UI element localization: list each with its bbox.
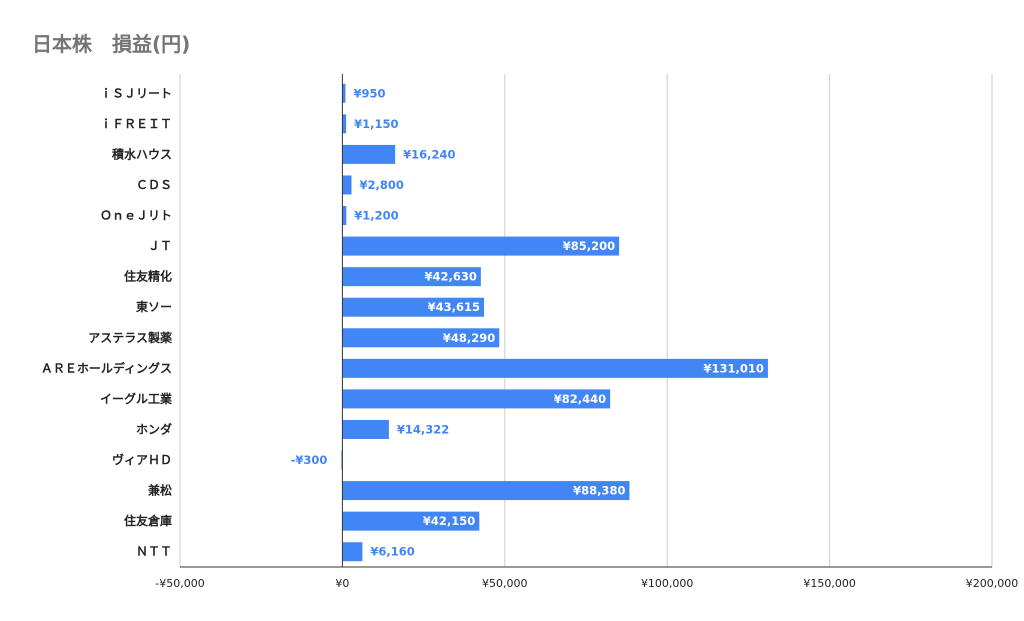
category-label: ヴィアＨＤ <box>112 452 172 467</box>
data-label: ¥1,150 <box>354 117 398 131</box>
category-label: ＡＲＥホールディングス <box>41 360 172 375</box>
bar <box>342 358 768 378</box>
category-label: ＮＴＴ <box>136 545 172 559</box>
category-label: 兼松 <box>147 483 172 498</box>
category-label: 住友精化 <box>124 269 172 284</box>
category-label: ＪＴ <box>148 239 172 253</box>
chart-title: 日本株 損益(円) <box>32 32 191 56</box>
bar <box>342 328 500 348</box>
category-label: 積水ハウス <box>111 146 172 161</box>
data-label: ¥85,200 <box>563 239 615 253</box>
category-label: ホンダ <box>136 421 172 436</box>
category-label: ＣＤＳ <box>136 178 172 192</box>
category-label: ＯｎｅＪリト <box>100 209 172 223</box>
data-label: ¥16,240 <box>403 147 455 161</box>
x-tick-label: ¥200,000 <box>966 577 1019 590</box>
bar <box>342 83 346 103</box>
data-label: ¥1,200 <box>354 209 398 223</box>
bar <box>342 114 347 134</box>
data-label: ¥14,322 <box>397 422 449 436</box>
category-label: ｉＳＪリート <box>100 86 172 100</box>
x-tick-label: ¥0 <box>335 577 349 590</box>
data-label: -¥300 <box>291 453 328 467</box>
bar <box>342 389 611 409</box>
x-tick-label: ¥100,000 <box>641 577 694 590</box>
x-tick-label: ¥150,000 <box>803 577 856 590</box>
category-label: 東ソー <box>136 299 172 314</box>
data-label: ¥42,150 <box>423 514 475 528</box>
x-tick-label: ¥50,000 <box>482 577 528 590</box>
bar <box>342 419 389 439</box>
bar <box>342 542 363 562</box>
data-label: ¥950 <box>353 86 385 100</box>
data-label: ¥42,630 <box>424 270 476 284</box>
data-label: ¥43,615 <box>428 300 480 314</box>
data-label: ¥82,440 <box>554 392 606 406</box>
bar <box>342 144 396 164</box>
category-label: ｉＦＲＥＩＴ <box>100 117 172 131</box>
data-label: ¥131,010 <box>704 361 764 375</box>
data-label: ¥6,160 <box>370 545 414 559</box>
data-label: ¥88,380 <box>573 484 625 498</box>
data-label: ¥2,800 <box>359 178 403 192</box>
category-label: イーグル工業 <box>100 391 173 406</box>
category-label: アステラス製薬 <box>88 330 172 345</box>
bar <box>342 511 480 531</box>
bar <box>342 236 620 256</box>
data-label: ¥48,290 <box>443 331 495 345</box>
bar <box>342 175 352 195</box>
bar <box>342 297 485 317</box>
category-label: 住友倉庫 <box>124 513 172 528</box>
bar <box>342 267 481 287</box>
x-tick-label: -¥50,000 <box>155 577 204 590</box>
bar <box>342 481 630 501</box>
bar <box>342 206 347 226</box>
